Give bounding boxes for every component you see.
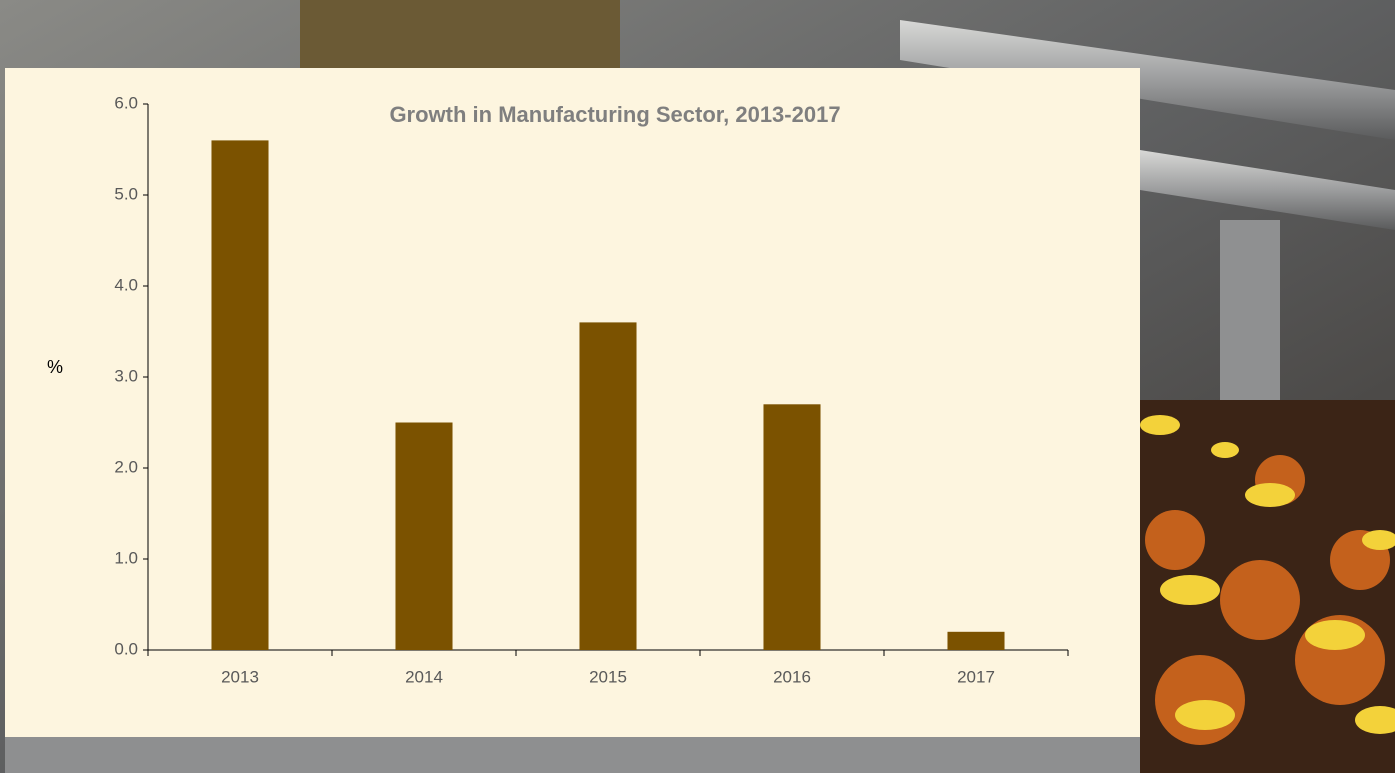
bar bbox=[947, 632, 1004, 650]
bar bbox=[579, 322, 636, 650]
y-axis-label: % bbox=[47, 357, 63, 377]
y-tick-label: 1.0 bbox=[114, 548, 138, 567]
x-tick-label: 2017 bbox=[957, 667, 995, 686]
y-tick-label: 0.0 bbox=[114, 639, 138, 658]
x-tick-label: 2015 bbox=[589, 667, 627, 686]
x-tick-label: 2016 bbox=[773, 667, 811, 686]
bar bbox=[395, 423, 452, 651]
y-tick-label: 5.0 bbox=[114, 184, 138, 203]
bar bbox=[211, 140, 268, 650]
x-tick-label: 2014 bbox=[405, 667, 443, 686]
y-tick-label: 2.0 bbox=[114, 457, 138, 476]
y-tick-label: 6.0 bbox=[114, 93, 138, 112]
x-tick-label: 2013 bbox=[221, 667, 259, 686]
chart-title: Growth in Manufacturing Sector, 2013-201… bbox=[389, 102, 840, 127]
bar bbox=[763, 404, 820, 650]
y-tick-label: 4.0 bbox=[114, 275, 138, 294]
y-tick-label: 3.0 bbox=[114, 366, 138, 385]
